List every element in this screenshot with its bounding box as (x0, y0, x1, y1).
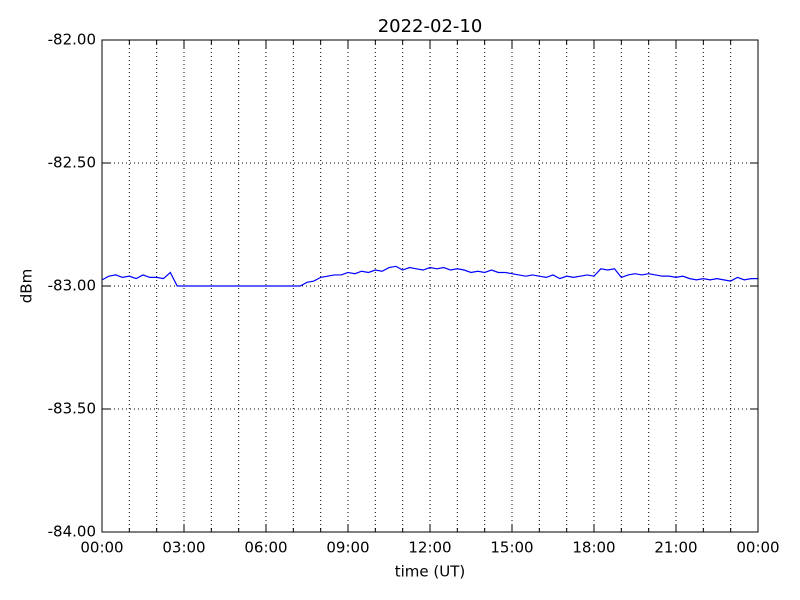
x-tick-label: 00:00 (80, 539, 123, 557)
x-tick-label: 21:00 (654, 539, 697, 557)
y-tick-label: -83.50 (48, 400, 96, 418)
chart-title: 2022-02-10 (378, 16, 483, 37)
x-tick-label: 15:00 (490, 539, 533, 557)
y-tick-label: -84.00 (48, 523, 96, 541)
x-tick-label: 18:00 (572, 539, 615, 557)
x-axis-label: time (UT) (395, 563, 466, 581)
x-tick-label: 12:00 (408, 539, 451, 557)
data-line (101, 265, 758, 287)
plot-frame (101, 39, 759, 533)
x-tick-label: 03:00 (162, 539, 205, 557)
x-tick-label: 09:00 (326, 539, 369, 557)
y-tick-label: -83.00 (48, 277, 96, 295)
y-tick-label: -82.50 (48, 154, 96, 172)
x-tick-label: 06:00 (244, 539, 287, 557)
y-axis-label: dBm (18, 269, 36, 303)
y-tick-label: -82.00 (48, 31, 96, 49)
x-tick-label: 00:00 (736, 539, 779, 557)
